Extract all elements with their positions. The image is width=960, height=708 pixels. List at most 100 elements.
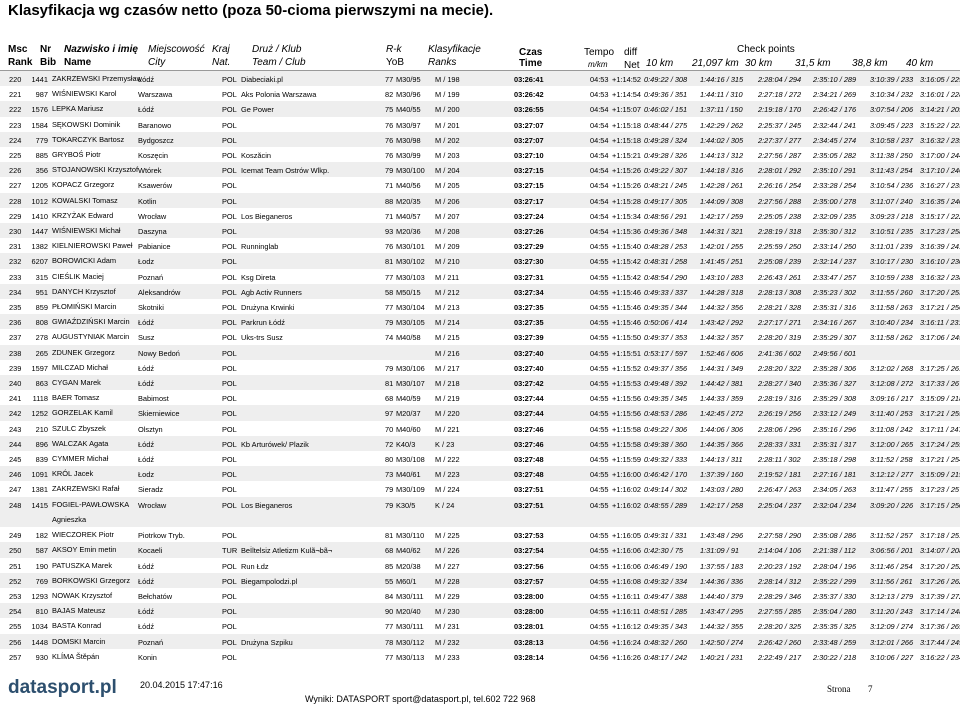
bib: 951 xyxy=(35,287,48,297)
k30: 2:28:19 / 316 xyxy=(758,394,802,404)
k10: 0:48:17 / 242 xyxy=(644,652,688,662)
k40: 3:17:18 / 251 xyxy=(920,531,960,541)
tempo: 04:54 xyxy=(590,227,609,237)
bib: 315 xyxy=(35,272,48,282)
tempo: 04:55 xyxy=(590,348,609,358)
nat: POL xyxy=(222,120,237,130)
team: Agb Activ Runners xyxy=(241,287,302,297)
cat: M40/57 xyxy=(396,211,421,221)
yob: 68 xyxy=(385,394,394,404)
city: Sieradz xyxy=(138,485,164,495)
tempo: 04:56 xyxy=(590,637,609,647)
time: 03:27:48 xyxy=(514,455,544,465)
nat: POL xyxy=(222,637,237,647)
k10: 0:48:54 / 290 xyxy=(644,272,688,282)
time: 03:27:44 xyxy=(514,409,544,419)
header-label: Msc xyxy=(8,44,28,55)
nat: POL xyxy=(222,439,237,449)
k30: 2:25:37 / 245 xyxy=(758,120,802,130)
open: M / 207 xyxy=(435,211,460,221)
bib: 1118 xyxy=(32,394,48,404)
result-row: LEPKA Mariusz 222 1576 Łódź POL Ge Power 75 M40… xyxy=(0,101,960,117)
k30: 2:28:27 / 340 xyxy=(758,379,802,389)
open: M / 226 xyxy=(435,546,460,556)
result-row: PATUSZKA Marek 251 190 Łódź POL Run Łdz 85 M20/… xyxy=(0,558,960,573)
yob: 78 xyxy=(385,637,394,647)
k21: 1:44:28 / 318 xyxy=(700,287,744,297)
name: WIECZOREK Piotr xyxy=(52,530,115,540)
header-label: Rank xyxy=(8,57,33,68)
team: Diabeciaki.pl xyxy=(241,75,283,84)
k40: 3:16:35 / 240 xyxy=(920,196,960,206)
k315: 2:35:04 / 280 xyxy=(813,607,857,617)
nat: POL xyxy=(222,318,237,328)
rank: 232 xyxy=(9,257,22,267)
time: 03:28:13 xyxy=(514,637,544,647)
result-row: KIELNIEROWSKI Paweł 231 1382 Pabianice POL Ru… xyxy=(0,238,960,253)
k30: 2:28:20 / 325 xyxy=(758,622,802,632)
k30: 2:27:37 / 277 xyxy=(758,135,802,145)
yob: 81 xyxy=(385,531,394,541)
k40: 3:16:39 / 241 xyxy=(920,242,960,252)
team: Kb Arturówek/ Plazik xyxy=(241,439,309,449)
time: 03:27:15 xyxy=(514,166,544,176)
nat: POL xyxy=(222,287,237,297)
k21: 1:42:17 / 259 xyxy=(700,211,744,221)
bib: 863 xyxy=(35,379,48,389)
rank: 230 xyxy=(9,227,22,237)
open: M / 212 xyxy=(435,287,460,297)
diff: +1:15:26 xyxy=(612,166,641,176)
k10: 0:49:36 / 348 xyxy=(644,227,688,237)
open: K / 24 xyxy=(435,500,455,510)
tempo: 04:54 xyxy=(590,135,609,145)
yob: 93 xyxy=(385,227,394,237)
k10: 0:49:47 / 388 xyxy=(644,591,688,601)
result-row: ZAKRZEWSKI Rafał 247 1381 Sieradz POL 79 M30/1… xyxy=(0,481,960,496)
city: Nowy Bedoń xyxy=(138,348,180,358)
k315: 2:35:10 / 291 xyxy=(813,166,857,176)
result-row: BORKOWSKI Grzegorz 252 769 Łódź POL Biegampol… xyxy=(0,572,960,588)
diff: +1:15:42 xyxy=(612,272,641,282)
k388: 3:12:09 / 274 xyxy=(870,622,914,632)
name: TOKARCZYK Bartosz xyxy=(52,134,125,144)
k40: 3:17:20 / 252 xyxy=(920,561,960,571)
k388: 3:10:39 / 233 xyxy=(870,75,914,84)
header-label: R-k xyxy=(386,44,402,55)
diff: +1:15:28 xyxy=(612,196,641,206)
k21: 1:37:11 / 150 xyxy=(700,105,743,115)
nat: POL xyxy=(222,196,237,206)
rank: 256 xyxy=(9,637,22,647)
tempo: 04:55 xyxy=(590,561,609,571)
name: BAJAS Mateusz xyxy=(52,606,106,616)
k388: 3:11:01 / 239 xyxy=(870,242,913,252)
tempo: 04:54 xyxy=(590,211,609,221)
tempo: 04:55 xyxy=(590,439,609,449)
k315: 2:35:22 / 299 xyxy=(813,576,857,586)
yob: 77 xyxy=(385,272,394,282)
k10: 0:49:28 / 326 xyxy=(644,151,688,161)
diff: +1:16:24 xyxy=(612,637,641,647)
yob: 70 xyxy=(385,424,394,434)
nat: POL xyxy=(222,272,237,282)
name: CYGAN Marek xyxy=(52,378,101,388)
header-label: m/km xyxy=(588,60,608,69)
k40: 3:15:09 / 218 xyxy=(920,394,960,404)
k21: 1:44:32 / 356 xyxy=(700,303,744,313)
k21: 1:44:31 / 349 xyxy=(700,363,744,373)
k10: 0:46:49 / 190 xyxy=(644,561,688,571)
yob: 58 xyxy=(385,287,394,297)
k40: 3:17:21 / 255 xyxy=(920,409,960,419)
time: 03:27:10 xyxy=(514,151,544,161)
name: KIELNIEROWSKI Paweł xyxy=(52,241,133,251)
bib: 587 xyxy=(35,546,48,556)
open: M / 223 xyxy=(435,470,460,480)
diff: +1:14:54 xyxy=(612,90,641,100)
tempo: 04:55 xyxy=(590,607,609,617)
nat: POL xyxy=(222,135,237,145)
diff: +1:15:46 xyxy=(612,287,641,297)
k21: 1:42:17 / 258 xyxy=(700,500,744,510)
tempo: 04:55 xyxy=(590,531,609,541)
k21: 1:44:32 / 355 xyxy=(700,622,744,632)
nat: POL xyxy=(222,242,237,252)
city: Łodz xyxy=(138,470,155,480)
